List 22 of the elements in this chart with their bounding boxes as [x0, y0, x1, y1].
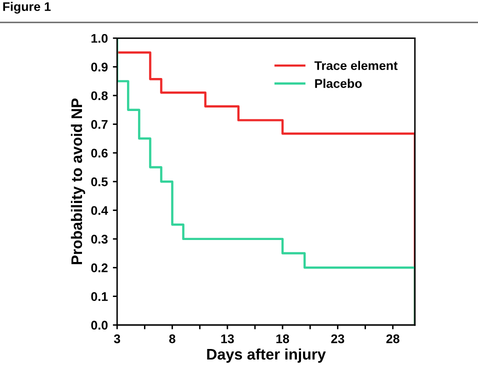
x-axis-title: Days after injury [207, 348, 326, 363]
x-tick-label: 8 [169, 334, 176, 344]
y-axis-title: Probability to avoid NP [70, 98, 86, 264]
y-tick-label: 0.3 [91, 234, 108, 244]
y-tick-label: 0.6 [91, 148, 108, 158]
y-tick-label: 0.1 [91, 292, 108, 301]
legend-label: Placebo [315, 78, 362, 88]
y-tick-label: 0.9 [91, 62, 108, 72]
chart-title: Figure 1 [3, 2, 51, 14]
y-tick-label: 0.2 [91, 263, 108, 272]
legend-label: Trace element [314, 60, 398, 70]
x-tick-label: 18 [276, 334, 290, 344]
x-tick-label: 28 [386, 334, 400, 344]
y-tick-label: 1.0 [91, 34, 108, 43]
y-tick-label: 0.5 [91, 177, 108, 186]
x-tick-label: 13 [221, 334, 234, 344]
y-tick-label: 0.0 [91, 320, 108, 330]
y-tick-label: 0.7 [91, 120, 108, 129]
x-tick-label: 3 [114, 334, 120, 344]
x-tick-label: 23 [331, 334, 344, 344]
y-tick-label: 0.8 [91, 91, 108, 100]
y-tick-label: 0.4 [91, 206, 108, 215]
